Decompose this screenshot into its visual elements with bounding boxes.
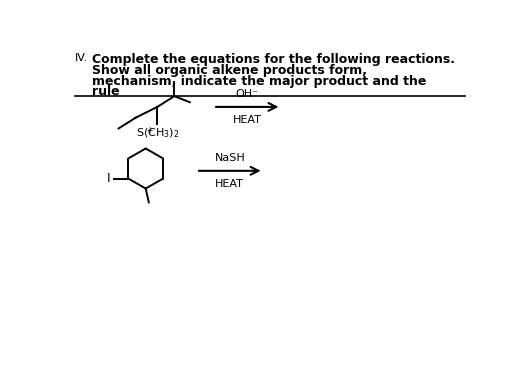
Text: Complete the equations for the following reactions.: Complete the equations for the following… — [92, 53, 455, 66]
Text: HEAT: HEAT — [233, 114, 262, 125]
Text: +: + — [147, 126, 153, 135]
Text: OH⁻: OH⁻ — [236, 89, 259, 99]
Text: IV.: IV. — [75, 53, 89, 63]
Text: S(CH$_3$)$_2$: S(CH$_3$)$_2$ — [135, 126, 179, 140]
Text: HEAT: HEAT — [216, 179, 244, 189]
Text: Show all organic alkene products form,: Show all organic alkene products form, — [92, 64, 367, 77]
Text: rule: rule — [92, 85, 120, 98]
Text: NaSH: NaSH — [214, 153, 245, 163]
Text: mechanism, indicate the major product and the: mechanism, indicate the major product an… — [92, 74, 426, 88]
Text: I: I — [107, 172, 111, 185]
